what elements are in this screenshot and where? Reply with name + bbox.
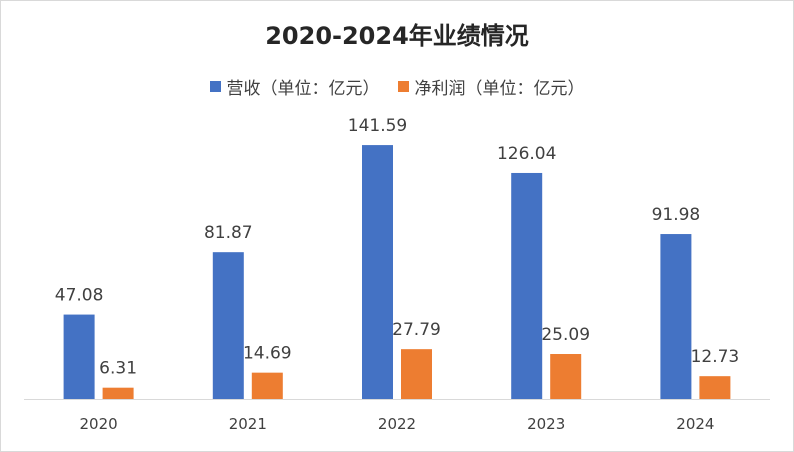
bar-revenue-2023: [511, 172, 543, 399]
data-label-net-profit-2024: 12.73: [691, 347, 740, 367]
legend-item-net-profit: 净利润（单位：亿元）: [397, 74, 585, 99]
bar-net-profit-2022: [401, 349, 432, 399]
data-label-revenue-2023: 126.04: [497, 144, 556, 164]
x-tick-label-2020: 2020: [80, 415, 118, 433]
bar-revenue-2024: [660, 234, 692, 399]
legend-swatch-revenue: [209, 81, 221, 92]
x-tick-label-2023: 2023: [527, 415, 565, 433]
chart-legend: 营收（单位：亿元） 净利润（单位：亿元）: [0, 74, 794, 99]
data-label-net-profit-2023: 25.09: [541, 325, 590, 345]
data-label-net-profit-2021: 14.69: [243, 344, 292, 364]
legend-swatch-net-profit: [397, 81, 409, 92]
legend-label-revenue: 营收（单位：亿元）: [226, 79, 380, 99]
x-tick-label-2024: 2024: [676, 415, 714, 433]
bar-net-profit-2024: [699, 376, 731, 399]
data-label-revenue-2024: 91.98: [652, 205, 701, 225]
data-label-revenue-2021: 81.87: [204, 223, 253, 243]
bar-revenue-2020: [63, 314, 95, 399]
bar-revenue-2022: [362, 145, 393, 399]
data-label-revenue-2022: 141.59: [348, 116, 407, 136]
chart-title: 2020-2024年业绩情况: [265, 22, 529, 50]
data-label-net-profit-2022: 27.79: [392, 320, 441, 340]
x-tick-label-2021: 2021: [229, 415, 267, 433]
bar-revenue-2021: [212, 252, 244, 399]
data-label-revenue-2020: 47.08: [55, 286, 104, 306]
bar-net-profit-2021: [251, 372, 283, 399]
legend-item-revenue: 营收（单位：亿元）: [209, 74, 380, 99]
bar-net-profit-2023: [550, 354, 582, 399]
legend-label-net-profit: 净利润（单位：亿元）: [414, 79, 585, 99]
data-label-net-profit-2020: 6.31: [99, 359, 137, 379]
x-tick-label-2022: 2022: [378, 415, 416, 433]
bar-net-profit-2020: [102, 387, 134, 399]
